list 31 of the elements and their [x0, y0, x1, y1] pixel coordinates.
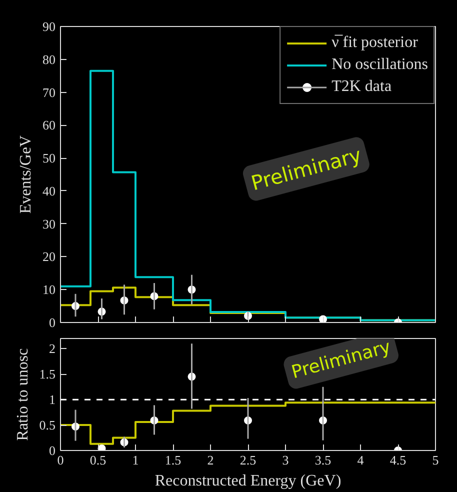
y-tick-label: 0	[49, 443, 56, 458]
y-tick-label: 90	[42, 19, 56, 34]
y-tick-label: 50	[42, 150, 56, 166]
y-tick-label: 2	[49, 341, 56, 356]
y-tick-label: 80	[42, 52, 56, 67]
legend-label: T2K data	[332, 78, 392, 96]
y-tick-label: 40	[42, 183, 56, 198]
legend-label: No oscillations	[332, 56, 428, 74]
x-tick-label: 3.5	[314, 452, 332, 468]
x-tick-label: 2	[207, 452, 214, 468]
y-axis-title: Ratio to unosc	[14, 348, 32, 441]
x-tick-label: 0.5	[90, 452, 106, 468]
x-tick-label: 2.5	[240, 452, 256, 468]
y-tick-label: 0.5	[39, 418, 56, 433]
x-tick-label: 1	[132, 452, 139, 468]
y-tick-label: 60	[42, 118, 56, 133]
y-tick-label: 1	[49, 392, 56, 408]
y-tick-label: 0	[49, 315, 56, 330]
y-tick-label: 30	[42, 216, 56, 232]
x-tick-label: 1.5	[164, 452, 182, 468]
x-tick-label: 3	[282, 452, 289, 468]
x-tick-label: 5	[432, 452, 439, 468]
x-tick-label: 4	[357, 452, 364, 468]
legend-label: ν̅ fit posterior	[332, 34, 418, 52]
y-tick-label: 1.5	[39, 366, 56, 382]
y-tick-label: 10	[42, 282, 56, 298]
y-tick-label: 70	[42, 84, 56, 100]
x-tick-label: 4.5	[390, 452, 406, 468]
y-tick-label: 20	[42, 249, 56, 264]
y-axis-title: Events/GeV	[18, 134, 34, 214]
x-axis-title: Reconstructed Energy (GeV)	[154, 472, 342, 490]
